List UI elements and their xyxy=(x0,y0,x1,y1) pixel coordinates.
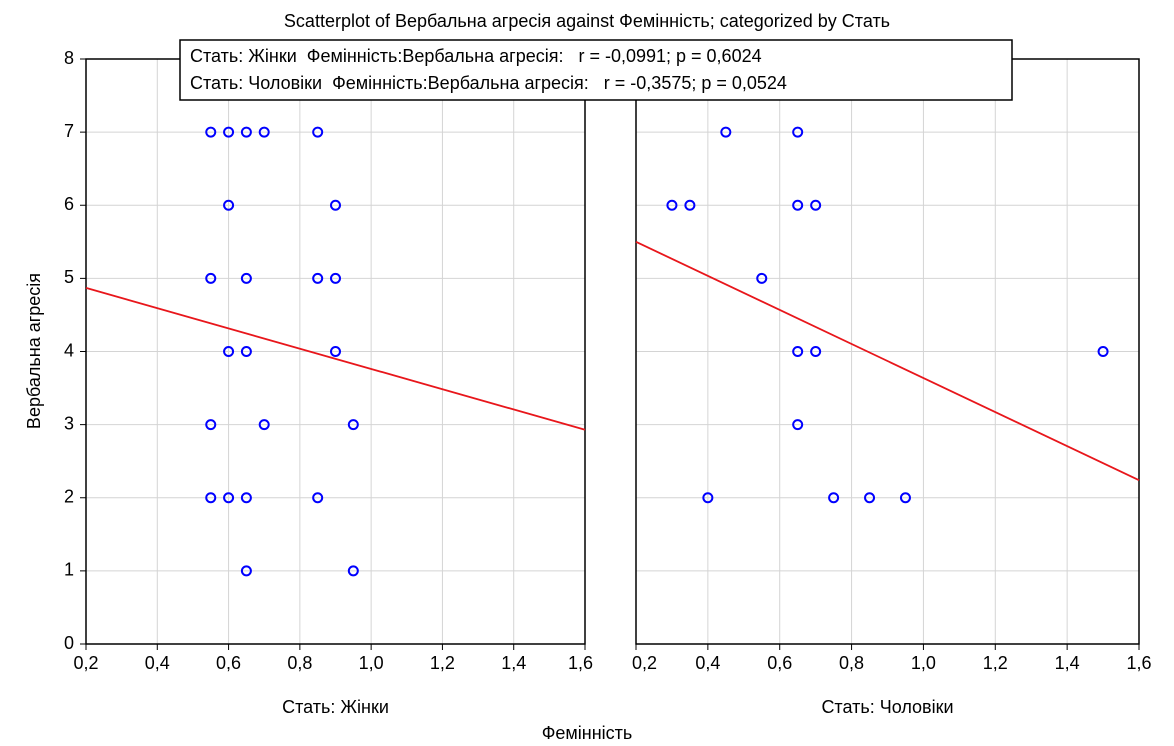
point xyxy=(330,346,341,357)
y-tick-label: 4 xyxy=(64,340,74,360)
x-tick-label: 1,0 xyxy=(911,653,936,673)
point xyxy=(223,492,235,504)
x-tick-label: 0,4 xyxy=(145,653,170,673)
point xyxy=(312,492,324,504)
point xyxy=(258,419,270,431)
x-tick-label: 1,6 xyxy=(568,653,593,673)
x-tick-label: 1,4 xyxy=(1055,653,1080,673)
point xyxy=(347,419,359,431)
point xyxy=(330,272,341,284)
point xyxy=(223,346,235,357)
legend-entry: Стать: Чоловіки Фемінність:Вербальна агр… xyxy=(190,73,787,93)
point xyxy=(205,419,217,431)
y-tick-label: 6 xyxy=(64,194,74,214)
point xyxy=(240,565,252,577)
y-tick-label: 3 xyxy=(64,413,74,433)
point xyxy=(258,126,270,138)
point xyxy=(828,492,840,504)
x-tick-label: 1,2 xyxy=(430,653,455,673)
point xyxy=(223,126,235,138)
x-tick-label: 0,4 xyxy=(695,653,720,673)
point xyxy=(330,199,341,211)
x-tick-label: 0,2 xyxy=(73,653,98,673)
x-tick-label: 0,6 xyxy=(216,653,241,673)
point xyxy=(312,272,324,284)
point xyxy=(792,419,804,431)
point xyxy=(205,492,217,504)
point xyxy=(702,492,714,504)
y-tick-label: 8 xyxy=(64,48,74,68)
point xyxy=(792,346,804,357)
panel-label: Стать: Чоловіки xyxy=(821,697,953,717)
chart-title: Scatterplot of Вербальна агресія against… xyxy=(284,11,890,31)
point xyxy=(810,346,822,357)
legend-box xyxy=(179,39,1013,101)
point xyxy=(666,199,678,211)
x-tick-label: 1,6 xyxy=(1126,653,1151,673)
x-tick-label: 0,8 xyxy=(287,653,312,673)
point xyxy=(240,126,252,138)
point xyxy=(240,272,252,284)
point xyxy=(684,199,696,211)
point xyxy=(792,199,804,211)
legend-entry: Стать: Жінки Фемінність:Вербальна агресі… xyxy=(190,46,762,66)
point xyxy=(1097,346,1109,357)
x-tick-label: 1,4 xyxy=(501,653,526,673)
x-tick-label: 1,2 xyxy=(983,653,1008,673)
point xyxy=(792,126,804,138)
y-tick-label: 0 xyxy=(64,633,74,653)
x-tick-label: 0,6 xyxy=(767,653,792,673)
point xyxy=(240,346,252,357)
x-tick-label: 0,2 xyxy=(632,653,657,673)
x-tick-label: 1,0 xyxy=(359,653,384,673)
y-tick-label: 2 xyxy=(64,487,74,507)
point xyxy=(205,272,217,284)
point xyxy=(899,492,911,504)
y-tick-label: 5 xyxy=(64,267,74,287)
point xyxy=(756,272,768,284)
point xyxy=(864,492,876,504)
x-axis-label: Фемінність xyxy=(542,723,633,743)
panel-label: Стать: Жінки xyxy=(282,697,389,717)
point xyxy=(810,199,822,211)
point xyxy=(205,126,217,138)
point xyxy=(223,199,235,211)
y-tick-label: 1 xyxy=(64,560,74,580)
point xyxy=(312,126,324,138)
point xyxy=(720,126,732,138)
fit-line xyxy=(635,240,1140,482)
point xyxy=(240,492,252,504)
y-tick-label: 7 xyxy=(64,121,74,141)
y-axis-label: Вербальна агресія xyxy=(24,273,44,429)
point xyxy=(347,565,359,577)
fit-line xyxy=(85,287,586,431)
x-tick-label: 0,8 xyxy=(839,653,864,673)
